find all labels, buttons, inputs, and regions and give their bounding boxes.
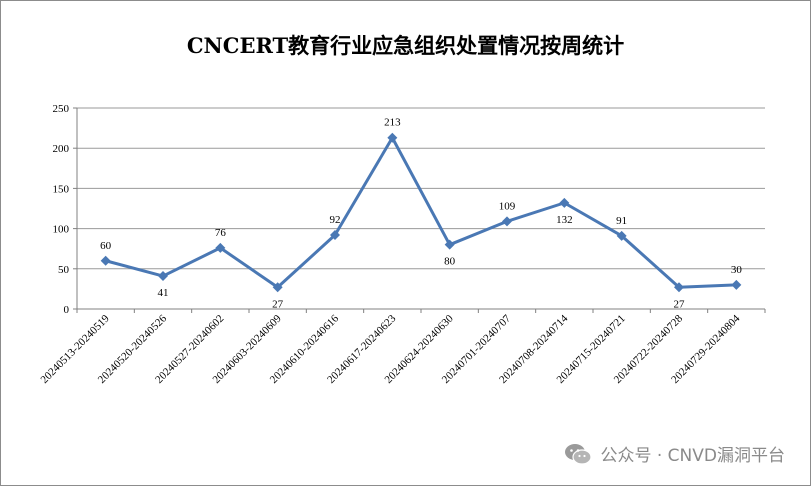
data-point [731,279,742,290]
data-point [330,230,340,241]
data-label: 41 [158,287,169,299]
axes [73,107,766,313]
data-label: 60 [100,240,112,252]
y-tick-label: 150 [53,183,70,195]
chart-title: CNCERT教育行业应急组织处置情况按周统计 [186,33,625,58]
data-point [100,255,111,266]
data-label: 30 [731,264,743,276]
data-label: 213 [384,117,401,129]
data-label: 27 [674,298,686,310]
data-point [158,271,168,282]
y-tick-label: 200 [53,143,70,155]
data-point [272,282,283,293]
data-point [559,197,570,208]
data-label: 92 [330,214,341,226]
series-layer [100,132,742,293]
data-point [502,216,512,227]
y-tick-label: 0 [64,304,70,316]
y-tick-label: 50 [58,264,70,276]
series-line [104,136,738,289]
data-label: 80 [444,256,456,268]
data-labels: 60 41 76 27 92 213 80 109 132 91 27 30 [100,117,742,311]
wechat-icon [565,443,593,465]
data-point [444,239,455,250]
data-label: 76 [215,227,227,239]
y-axis-ticks: 0 50 100 150 200 250 [53,103,70,316]
data-point [674,282,684,293]
data-label: 91 [616,215,627,227]
data-point [387,132,398,143]
data-label: 27 [272,298,284,310]
x-axis-ticks: 20240513-2024051920240520-20240526202405… [38,312,742,386]
data-label: 132 [556,214,573,226]
watermark-text: 公众号 · CNVD漏洞平台 [600,446,785,466]
data-point [616,230,627,241]
data-point [215,242,226,253]
data-label: 109 [499,200,516,212]
y-tick-label: 100 [53,224,70,236]
y-tick-label: 250 [53,103,70,115]
watermark: 公众号 · CNVD漏洞平台 [564,441,785,466]
